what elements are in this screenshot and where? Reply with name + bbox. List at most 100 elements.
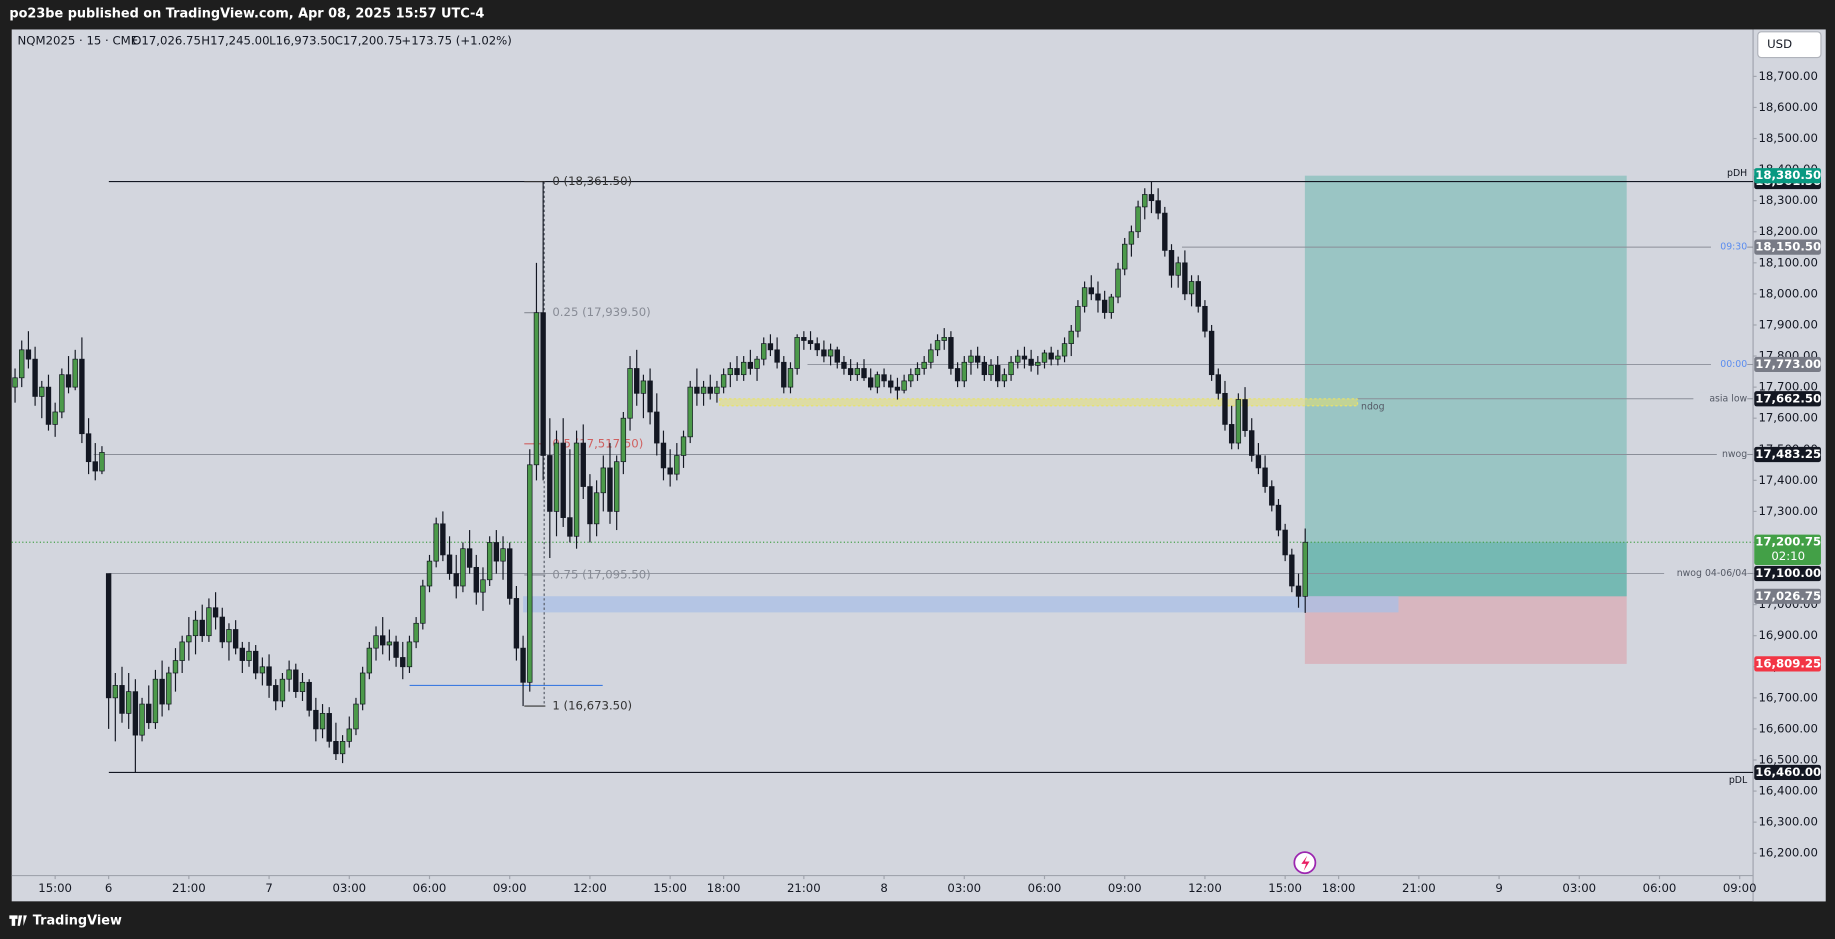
currency-box[interactable] — [1757, 31, 1822, 59]
candle-body — [125, 691, 132, 714]
level-name: asia low — [1709, 393, 1747, 404]
candle-body — [841, 361, 847, 369]
y-tick-label: 18,500.00 — [1758, 131, 1817, 145]
candle-body — [433, 523, 439, 562]
x-tick-label: 18:00 — [707, 881, 741, 895]
currency[interactable]: USD — [1767, 37, 1792, 51]
candle-body — [627, 368, 633, 419]
alert-bolt — [1301, 855, 1310, 871]
candle-body — [400, 657, 406, 668]
candle-body — [119, 685, 125, 714]
candle-body — [1155, 200, 1161, 214]
candle-body — [226, 629, 232, 643]
candle-body — [1142, 194, 1148, 208]
candle-body — [634, 368, 640, 394]
candle-body — [286, 669, 292, 680]
candle-body — [1135, 206, 1141, 233]
candle-body — [794, 337, 800, 369]
candle-body — [640, 380, 647, 394]
candle-body — [306, 681, 312, 711]
candle-body — [1108, 296, 1115, 313]
candle-body — [740, 361, 747, 376]
level-name: pDL — [1729, 775, 1748, 786]
candle-body — [1208, 330, 1215, 376]
candle-body — [380, 635, 386, 646]
candle-body — [1182, 262, 1188, 295]
candle-body — [273, 685, 279, 702]
candle-body — [593, 492, 600, 525]
candle-body — [854, 368, 861, 376]
legend-item: NQM2025 · 15 · CME — [18, 34, 139, 48]
candle-body — [1008, 361, 1014, 376]
level-price: 17,100.00 — [1755, 566, 1821, 580]
candle-body — [520, 647, 526, 683]
footer-logo[interactable] — [9, 915, 27, 926]
level-price-box — [1754, 565, 1821, 582]
candle-body — [607, 467, 613, 512]
candle-body — [787, 368, 794, 388]
level-name-bg — [1693, 392, 1748, 405]
candle-body — [246, 650, 252, 661]
candle-body — [493, 542, 500, 562]
stop-price: 16,809.25 — [1755, 656, 1821, 670]
candle-body — [600, 467, 606, 494]
candle-body — [687, 386, 693, 438]
x-tick-label: 9 — [1495, 881, 1502, 895]
candle-body — [540, 312, 546, 456]
y-tick-label: 16,300.00 — [1758, 815, 1817, 829]
candle-body — [1188, 281, 1195, 295]
level-name-bg — [1710, 358, 1748, 371]
candle-body — [446, 554, 453, 574]
zone — [523, 596, 1399, 613]
candle-body — [814, 343, 820, 351]
candle-body — [212, 607, 219, 618]
footer[interactable]: TradingView — [33, 914, 122, 929]
candle-body — [694, 386, 700, 394]
candle-body — [948, 337, 954, 369]
last-price-countdown: 02:10 — [1771, 549, 1805, 563]
candle-body — [406, 641, 413, 668]
candle-body — [1122, 243, 1128, 270]
candle-body — [333, 741, 339, 755]
candle-body — [754, 358, 760, 369]
candle-body — [573, 442, 580, 537]
candle-body — [19, 349, 25, 379]
candle-body — [613, 461, 620, 512]
candle-body — [206, 607, 212, 637]
legend-item: O17,026.75 — [132, 34, 201, 48]
candle-body — [192, 619, 199, 637]
x-tick-label: 09:00 — [1723, 881, 1757, 895]
level-price-box — [1754, 446, 1821, 463]
candle-body — [1035, 361, 1041, 366]
x-tick-label: 06:00 — [413, 881, 447, 895]
candle-body — [928, 349, 934, 363]
stop-price-box — [1754, 656, 1821, 672]
level-name: 00:00 — [1720, 359, 1747, 370]
candle-body — [560, 442, 566, 518]
candle-body — [700, 386, 707, 394]
candle-body — [1282, 529, 1288, 556]
candle-body — [12, 377, 18, 388]
candle-body — [426, 560, 433, 587]
candle-body — [313, 709, 319, 730]
candle-body — [707, 386, 713, 394]
candle-body — [801, 337, 807, 341]
candle-body — [1015, 355, 1021, 363]
candle-body — [85, 433, 92, 463]
candle-body — [988, 365, 994, 376]
candle-body — [32, 358, 38, 397]
candle-body — [660, 442, 667, 469]
fib-label: 0.25 (17,939.50) — [552, 305, 650, 319]
x-tick-label: 21:00 — [172, 881, 206, 895]
candle-body — [587, 486, 593, 525]
candle-body — [995, 365, 1001, 382]
candle-body — [52, 411, 58, 425]
candle-body — [486, 542, 493, 581]
profit-zone — [1304, 175, 1627, 597]
level-name: nwog — [1722, 449, 1747, 460]
level-price-box — [1754, 764, 1821, 781]
candle-body — [199, 619, 205, 637]
candle-body — [888, 380, 894, 388]
y-tick-label: 16,700.00 — [1758, 690, 1817, 704]
fib-label: 1 (16,673.50) — [552, 699, 632, 713]
